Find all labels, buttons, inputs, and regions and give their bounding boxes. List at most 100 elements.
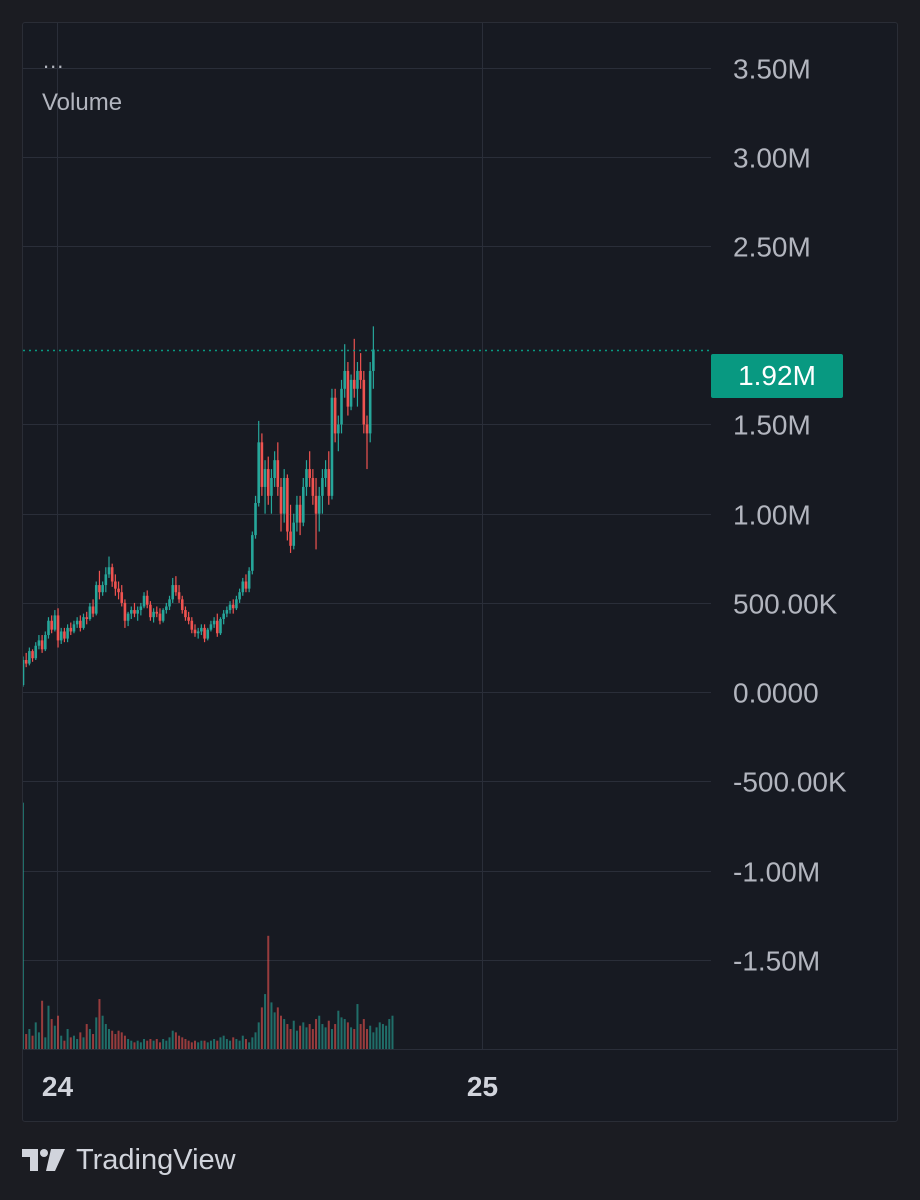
candle-body [98,585,101,593]
candle-body [47,620,50,636]
candle-body [215,620,219,634]
candle-body [114,581,117,589]
volume-bar [95,1017,98,1049]
candle-body [368,370,372,434]
volume-bar [25,1034,28,1049]
volume-bar [267,935,270,1049]
last-price-badge: 1.92M [711,354,843,398]
candle-body [23,660,25,685]
volume-bar [143,1039,146,1049]
candle-body [85,617,89,619]
footer-brand[interactable]: TradingView [22,1140,236,1180]
candle-body [244,581,248,589]
candle-body [40,640,44,650]
volume-indicator-label[interactable]: Volume [42,89,123,116]
volume-bar [203,1040,206,1049]
chart-svg[interactable]: 3.50M 3.00M 2.50M 1.50M 1.00M 500.00K 0.0000 -5… [23,23,897,1121]
candle-body [209,624,213,630]
candle-body [295,504,299,523]
candle-body [362,379,366,425]
volume-bar [388,1019,391,1049]
candle-body [63,631,66,639]
volume-bar [168,1037,171,1049]
candle-body [254,502,257,536]
candle-body [311,478,315,496]
volume-bar [315,1019,318,1049]
volume-bar [366,1029,368,1049]
volume-bar [158,1042,161,1049]
candle-body [101,585,104,593]
volume-bar [343,1019,346,1049]
candle-body [50,620,53,630]
volume-bar [350,1027,353,1049]
candle-body [359,370,362,380]
volume-bar [130,1040,133,1049]
volume-bar [260,1007,263,1049]
candle-layer [23,326,375,687]
volume-bar [37,1032,40,1049]
volume-bar [23,802,24,1049]
candle-body [110,567,114,582]
chart-panel[interactable]: 3.50M 3.00M 2.50M 1.50M 1.00M 500.00K 0.0000 -5… [22,22,898,1122]
price-tick-label: 500.00K [733,589,838,620]
volume-bar [184,1039,187,1049]
volume-bar [133,1042,136,1049]
candle-body [327,469,331,496]
volume-bar [146,1040,149,1049]
brand-name: TradingView [76,1143,236,1176]
volume-bar [101,1015,104,1049]
candle-body [305,469,308,487]
volume-bar [85,1024,88,1049]
candle-body [282,478,286,514]
volume-bar [76,1039,79,1049]
indicator-menu-dots[interactable]: ... [43,48,65,73]
volume-bar [235,1039,238,1049]
volume-bar [346,1022,349,1049]
candle-body [193,629,197,634]
price-tick-label: -500.00K [733,767,847,798]
volume-bar [324,1027,327,1049]
time-tick-label: 25 [467,1071,498,1102]
candle-body [24,660,28,664]
volume-bar [139,1042,142,1049]
volume-bar [369,1025,372,1049]
volume-bar [216,1040,219,1049]
candle-body [289,531,292,546]
volume-bar [305,1027,308,1049]
volume-bar [66,1029,69,1049]
volume-bar [165,1040,168,1049]
time-tick-label: 24 [42,1071,74,1102]
candle-body [117,588,120,593]
candle-body [251,535,254,571]
axis-layer: 3.50M 3.00M 2.50M 1.50M 1.00M 500.00K 0.0000 -5… [23,54,847,1102]
candle-body [155,611,159,614]
volume-bar [117,1030,120,1049]
volume-bar [82,1037,85,1049]
candle-body [139,606,143,611]
volume-bar [337,1010,340,1049]
volume-bar [31,1035,34,1049]
volume-bar [308,1024,311,1049]
price-tick-label: 1.50M [733,410,811,441]
volume-bar [162,1039,165,1049]
volume-bar [178,1035,181,1049]
price-tick-label: -1.50M [733,946,820,977]
volume-bar [286,1024,289,1049]
price-tick-label: 1.00M [733,500,811,531]
volume-bar [28,1029,31,1049]
candle-body [372,349,375,371]
volume-bar [127,1039,130,1049]
candle-body [43,635,47,650]
volume-bar [232,1037,235,1049]
candle-body [79,620,82,628]
candle-body [190,620,194,630]
volume-bar [34,1022,37,1049]
volume-bar [219,1037,222,1049]
candle-body [94,585,98,614]
volume-bar [381,1024,384,1049]
volume-bar [111,1030,114,1049]
candle-body [225,610,229,614]
candle-body [206,629,210,639]
volume-bar [238,1040,241,1049]
volume-bar [318,1015,321,1049]
